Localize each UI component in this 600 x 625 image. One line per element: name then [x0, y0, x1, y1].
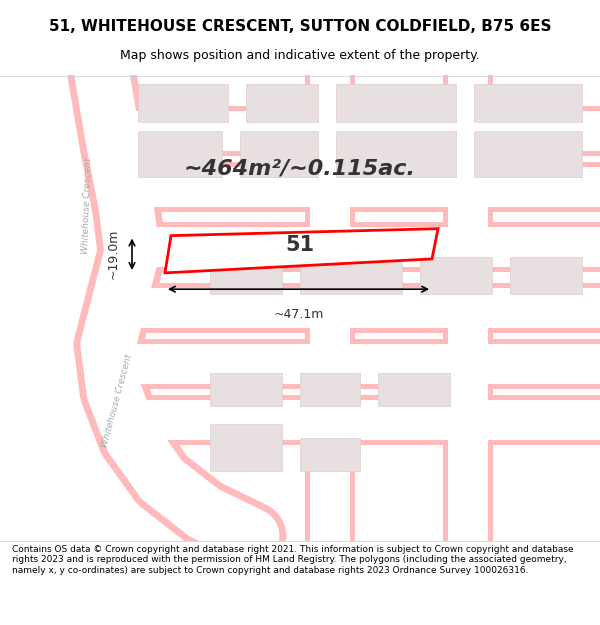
Text: Map shows position and indicative extent of the property.: Map shows position and indicative extent…	[120, 49, 480, 62]
Bar	[210, 424, 282, 471]
Text: Whitehouse Crescent: Whitehouse Crescent	[81, 157, 93, 254]
Text: Contains OS data © Crown copyright and database right 2021. This information is : Contains OS data © Crown copyright and d…	[12, 545, 574, 574]
Bar	[336, 84, 456, 121]
Text: 51: 51	[286, 235, 314, 255]
Text: ~47.1m: ~47.1m	[274, 308, 323, 321]
Bar	[378, 373, 450, 406]
Bar	[474, 131, 582, 178]
Bar	[138, 84, 228, 121]
Text: Whitehouse Crescent: Whitehouse Crescent	[100, 353, 134, 449]
Bar	[246, 84, 318, 121]
Bar	[300, 373, 360, 406]
Bar	[138, 131, 222, 178]
Text: ~19.0m: ~19.0m	[107, 229, 120, 279]
Bar	[300, 438, 360, 471]
Bar	[336, 131, 456, 178]
Bar	[510, 257, 582, 294]
Bar	[474, 84, 582, 121]
Bar	[420, 257, 492, 294]
Bar	[210, 373, 282, 406]
Bar	[210, 257, 282, 294]
Bar	[300, 257, 402, 294]
Bar	[240, 131, 318, 178]
Text: 51, WHITEHOUSE CRESCENT, SUTTON COLDFIELD, B75 6ES: 51, WHITEHOUSE CRESCENT, SUTTON COLDFIEL…	[49, 19, 551, 34]
Polygon shape	[165, 229, 438, 273]
Text: ~464m²/~0.115ac.: ~464m²/~0.115ac.	[184, 158, 416, 178]
